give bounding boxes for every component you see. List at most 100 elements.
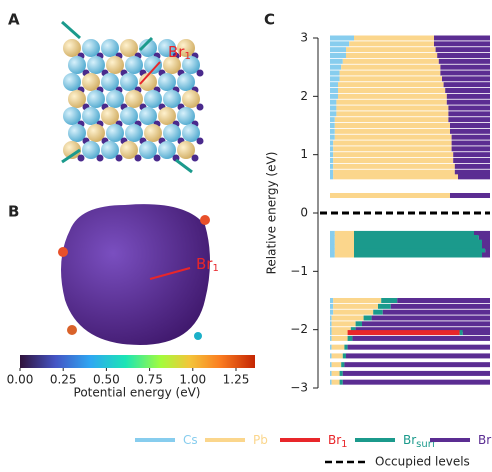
level-segment <box>334 123 450 128</box>
level-segment <box>347 335 353 341</box>
level-segment <box>330 193 450 198</box>
atom <box>68 56 86 74</box>
level-segment <box>450 128 490 134</box>
level-segment <box>338 93 447 99</box>
level-segment <box>354 230 474 236</box>
level-segment <box>390 303 490 309</box>
level-segment <box>445 88 490 93</box>
level-segment <box>342 370 490 376</box>
level-segment <box>334 134 452 140</box>
level-segment <box>330 152 334 158</box>
atom <box>177 39 195 57</box>
level-segment <box>354 252 482 258</box>
atom <box>182 90 200 108</box>
level-segment <box>330 93 338 99</box>
panel-label: B <box>8 203 19 221</box>
level-segment <box>330 105 337 111</box>
level-segment <box>342 379 490 385</box>
arrow <box>61 148 81 164</box>
level-segment <box>330 174 334 180</box>
level-segment <box>330 321 332 327</box>
atom <box>82 73 100 91</box>
level-segment <box>397 298 490 303</box>
level-segment <box>330 248 335 254</box>
level-segment <box>349 41 434 47</box>
level-segment <box>355 321 362 327</box>
atom <box>82 141 100 159</box>
level-segment <box>333 298 382 303</box>
level-segment <box>442 76 490 82</box>
colorbar <box>20 355 255 368</box>
level-segment <box>458 174 490 180</box>
legend-label: Cs <box>183 433 198 447</box>
level-segment <box>334 128 450 134</box>
level-segment <box>331 370 340 376</box>
level-segment <box>331 362 342 368</box>
level-segment <box>339 370 343 376</box>
level-segment <box>482 244 490 250</box>
level-segment <box>474 230 490 236</box>
level-segment <box>451 140 490 146</box>
level-segment <box>330 70 340 76</box>
atom <box>96 154 104 162</box>
level-segment <box>333 174 458 180</box>
atom <box>63 73 81 91</box>
atom <box>139 39 157 57</box>
level-segment <box>330 123 335 128</box>
colorbar-tick-label: 1.25 <box>223 373 250 387</box>
level-segment <box>347 330 460 336</box>
level-segment <box>339 76 442 82</box>
atom <box>82 107 100 125</box>
potential-surface <box>58 204 210 345</box>
level-segment <box>330 158 334 163</box>
level-segment <box>330 244 335 250</box>
level-segment <box>334 230 354 236</box>
atom <box>144 56 162 74</box>
level-segment <box>330 344 332 350</box>
atom <box>106 124 124 142</box>
atom <box>68 90 86 108</box>
level-segment <box>334 252 354 258</box>
level-segment <box>354 35 434 41</box>
level-segment <box>330 252 335 258</box>
level-segment <box>331 327 351 333</box>
level-segment <box>448 111 490 117</box>
panel-label: A <box>8 11 20 29</box>
level-segment <box>341 362 345 368</box>
level-segment <box>352 335 490 341</box>
level-segment <box>333 303 378 309</box>
atom <box>106 56 124 74</box>
level-segment <box>363 315 372 321</box>
atom <box>87 56 105 74</box>
atom <box>82 39 100 57</box>
level-segment <box>331 315 364 321</box>
level-segment <box>330 47 346 53</box>
atom <box>134 154 142 162</box>
level-segment <box>440 64 490 70</box>
level-segment <box>347 344 490 350</box>
level-segment <box>330 379 332 385</box>
atom <box>191 154 199 162</box>
atom <box>153 154 161 162</box>
level-segment <box>485 248 490 254</box>
atom <box>158 107 176 125</box>
colorbar-tick-label: 1.00 <box>179 373 206 387</box>
level-segment <box>435 47 490 53</box>
atom <box>144 124 162 142</box>
atom <box>182 124 200 142</box>
level-segment <box>371 315 490 321</box>
level-segment <box>346 47 436 53</box>
level-segment <box>331 330 348 336</box>
level-segment <box>443 82 490 88</box>
level-segment <box>459 330 463 336</box>
atom <box>196 69 204 77</box>
level-segment <box>334 244 354 250</box>
level-segment <box>437 53 490 58</box>
level-segment <box>346 53 438 58</box>
atom <box>63 141 81 159</box>
level-segment <box>451 146 490 152</box>
level-segment <box>330 330 332 336</box>
level-segment <box>482 252 490 258</box>
level-segment <box>334 117 449 123</box>
callout-arrow <box>139 61 161 85</box>
